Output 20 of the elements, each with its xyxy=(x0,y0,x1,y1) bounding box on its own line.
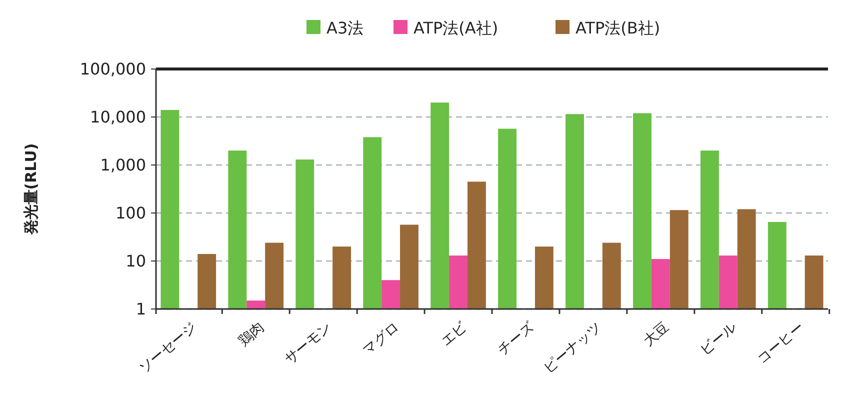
x-tick-label: サーモン xyxy=(282,319,335,368)
y-tick-label: 1,000 xyxy=(100,156,146,175)
x-tick-label: 鶏肉 xyxy=(236,319,268,350)
x-tick-label: ソーセージ xyxy=(136,319,200,377)
x-tick-label: ピーナッツ xyxy=(540,319,605,377)
x-tick-label: エビ xyxy=(438,318,471,350)
y-tick-label: 100,000 xyxy=(80,60,146,79)
y-axis-title: 発光量(RLU) xyxy=(22,143,40,236)
x-tick-label: チーズ xyxy=(494,318,538,359)
x-tick-label: 大豆 xyxy=(640,319,672,350)
legend-label: ATP法(A社) xyxy=(414,18,498,38)
x-tick-label: マグロ xyxy=(360,319,402,359)
y-tick-label: 1 xyxy=(136,300,146,319)
x-tick-label: コーヒー xyxy=(754,319,808,368)
legend-label: A3法 xyxy=(326,18,364,38)
legend-label: ATP法(B社) xyxy=(576,18,660,38)
y-tick-label: 100 xyxy=(115,204,146,223)
y-tick-label: 10 xyxy=(126,252,146,271)
y-tick-label: 10,000 xyxy=(90,108,146,127)
x-tick-label: ビール xyxy=(697,319,740,359)
